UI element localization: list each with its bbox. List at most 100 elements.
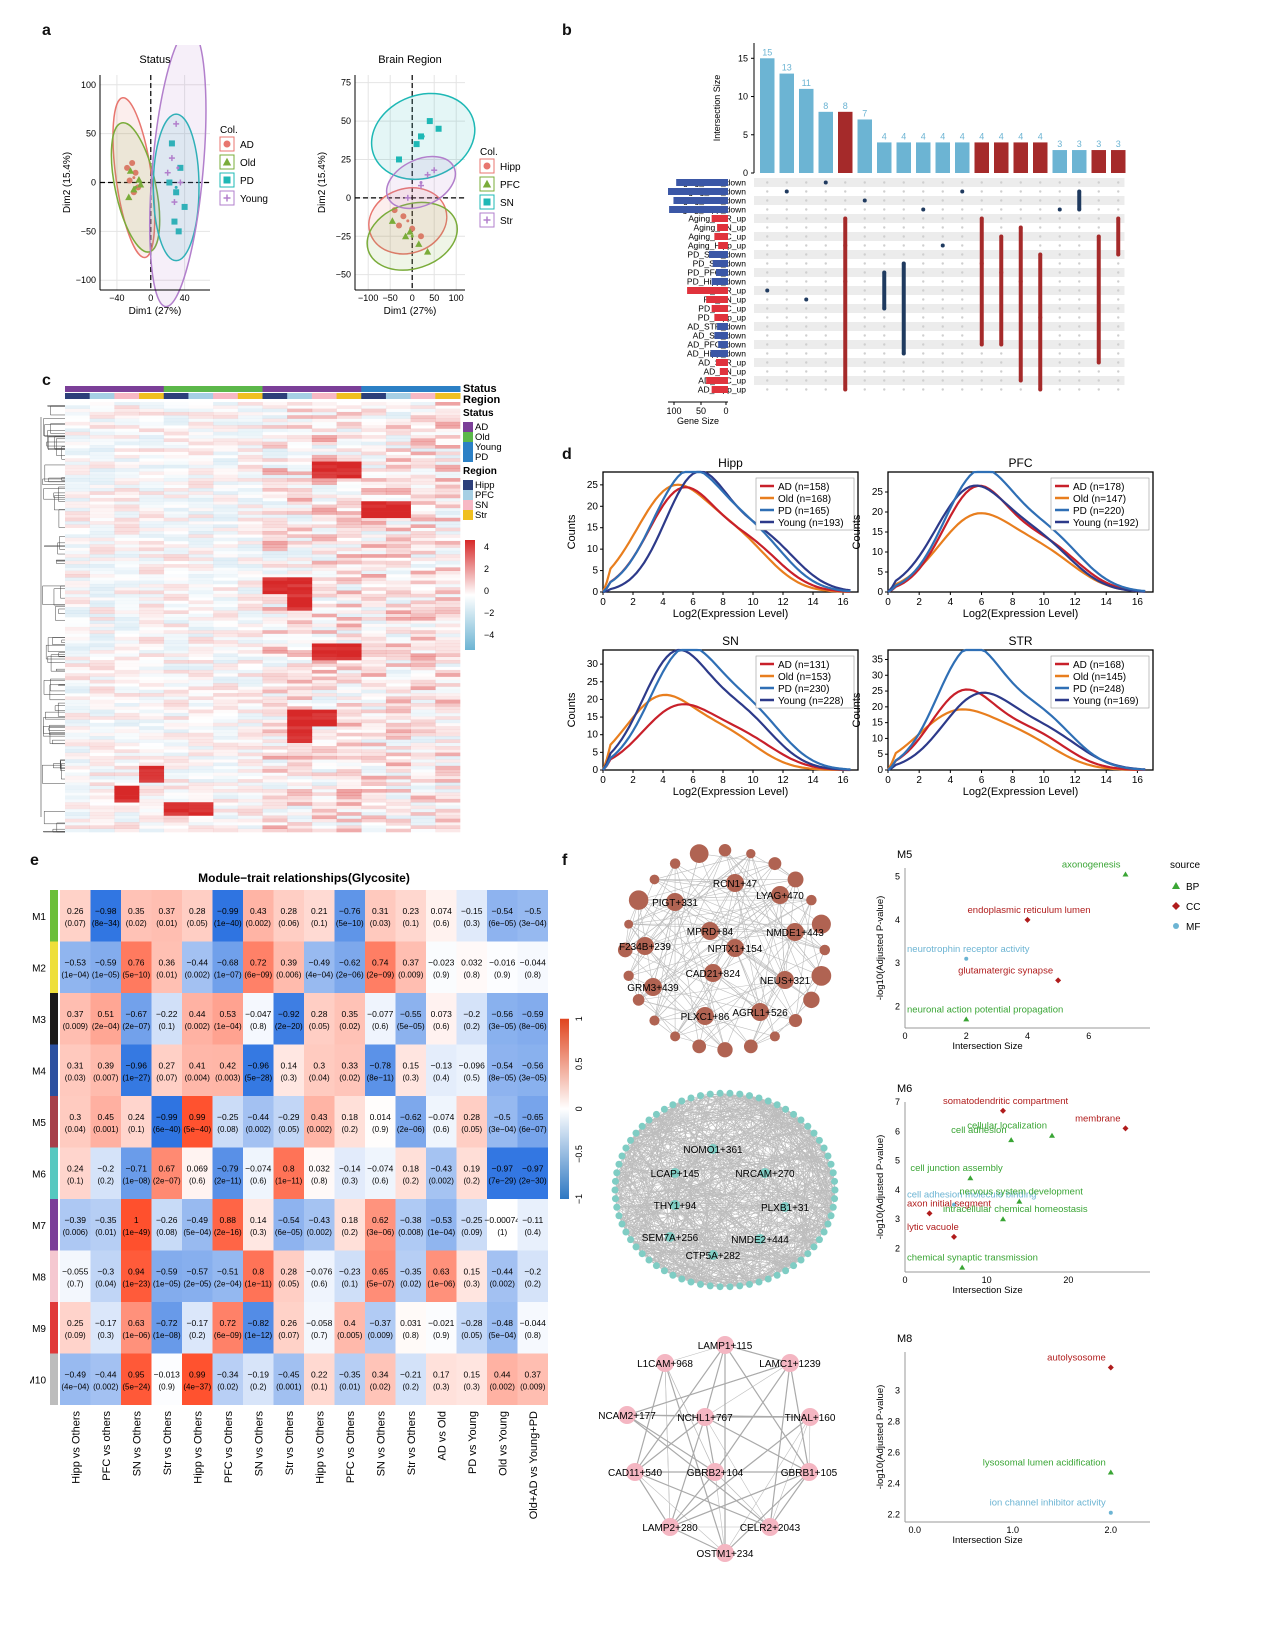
heat-cell — [89, 808, 115, 813]
network-node — [788, 1013, 803, 1028]
heat-cell — [336, 531, 362, 535]
network-edge — [648, 1104, 778, 1121]
matrix-dot — [805, 226, 808, 229]
network-edge — [638, 899, 761, 1013]
heat-cell — [361, 643, 387, 648]
heat-cell — [213, 531, 239, 535]
heat-cell — [336, 415, 362, 419]
heat-cell — [163, 633, 189, 638]
heat-cell — [65, 583, 90, 588]
heat-cell — [139, 540, 165, 545]
network-node — [819, 944, 831, 956]
matrix-dot — [785, 370, 788, 373]
y-tick-label: 50 — [341, 116, 351, 126]
heat-cell — [164, 468, 189, 472]
module-p-value: (0.008) — [398, 1228, 424, 1237]
heat-cell — [262, 514, 288, 519]
point-PD — [166, 179, 173, 186]
module-p-value: (2e−07) — [153, 1176, 181, 1185]
heat-cell — [139, 818, 165, 823]
region-annotation — [435, 393, 461, 399]
hub-label: NCHL1+767 — [677, 1413, 733, 1424]
network-node — [632, 1129, 640, 1137]
module-p-value: (0.6) — [433, 1022, 450, 1031]
heat-cell — [385, 693, 411, 697]
heat-cell — [311, 537, 337, 542]
heat-cell — [336, 769, 362, 773]
module-cell — [456, 1044, 487, 1096]
heat-cell — [89, 775, 115, 780]
heat-cell — [287, 699, 313, 704]
heat-cell — [336, 527, 362, 532]
heat-cell — [312, 743, 337, 747]
heat-cell — [163, 590, 189, 595]
module-cell — [121, 1096, 152, 1148]
status-annotation — [262, 386, 288, 392]
heat-cell — [361, 415, 387, 419]
heat-cell — [213, 812, 239, 816]
matrix-dot — [766, 298, 769, 301]
network-node — [820, 1228, 828, 1236]
heat-cell — [188, 716, 213, 720]
dendrogram-branch — [50, 405, 65, 416]
heat-cell — [385, 749, 411, 753]
dendrogram-branch — [52, 637, 65, 645]
heat-cell — [213, 686, 239, 691]
heat-cell — [287, 507, 313, 512]
heat-cell — [213, 537, 239, 542]
x-tick-label: 2.0 — [1105, 1525, 1118, 1535]
heat-cell — [89, 732, 115, 737]
heat-cell — [213, 739, 238, 743]
panel-label-f: f — [562, 852, 568, 869]
matrix-dot — [1058, 388, 1061, 391]
module-cell — [182, 1147, 213, 1199]
heat-cell — [114, 646, 140, 651]
module-cell — [243, 1353, 274, 1405]
module-cell — [426, 941, 457, 993]
network-edge — [618, 1119, 802, 1165]
heat-cell — [213, 798, 239, 803]
heat-cell — [114, 408, 140, 413]
heat-cell — [237, 597, 263, 601]
hub-label: PLXC1+86 — [681, 1012, 730, 1023]
module-cell — [426, 1250, 457, 1302]
network-edge — [634, 1471, 771, 1528]
network-edge — [712, 853, 752, 974]
heat-cell — [139, 458, 164, 462]
network-edge — [681, 1164, 832, 1280]
network-edge — [635, 1104, 674, 1247]
network-edge — [664, 1362, 726, 1554]
module-r-value: −0.48 — [491, 1318, 513, 1328]
heat-cell — [89, 726, 115, 730]
heat-cell — [385, 673, 411, 677]
module-cell — [151, 890, 182, 942]
heat-cell — [139, 494, 165, 499]
matrix-dot — [785, 334, 788, 337]
module-r-value: −0.26 — [156, 1215, 178, 1225]
heat-cell — [188, 504, 214, 509]
matrix-active-dot — [843, 216, 848, 221]
heat-cell — [163, 474, 189, 479]
heat-cell — [237, 795, 263, 800]
heat-cell — [262, 789, 288, 793]
heat-cell — [213, 455, 238, 459]
heat-cell — [311, 557, 337, 562]
matrix-active-dot — [999, 342, 1004, 347]
term-marker — [1024, 916, 1031, 923]
matrix-active-dot — [960, 189, 965, 194]
heat-cell — [336, 795, 362, 800]
heat-cell — [213, 683, 239, 687]
heat-cell — [139, 607, 165, 611]
heat-cell — [287, 746, 313, 750]
module-p-value: (2e−06) — [397, 1125, 425, 1134]
heat-cell — [287, 755, 313, 760]
heat-cell — [89, 646, 115, 651]
network-edge — [654, 979, 786, 1021]
network-edge — [709, 930, 786, 981]
module-cell — [273, 993, 304, 1045]
hub-label: NRCAM+270 — [735, 1169, 795, 1180]
heat-cell — [188, 521, 213, 525]
heat-cell — [435, 667, 460, 671]
heat-cell — [435, 524, 461, 528]
heat-cell — [89, 805, 115, 810]
